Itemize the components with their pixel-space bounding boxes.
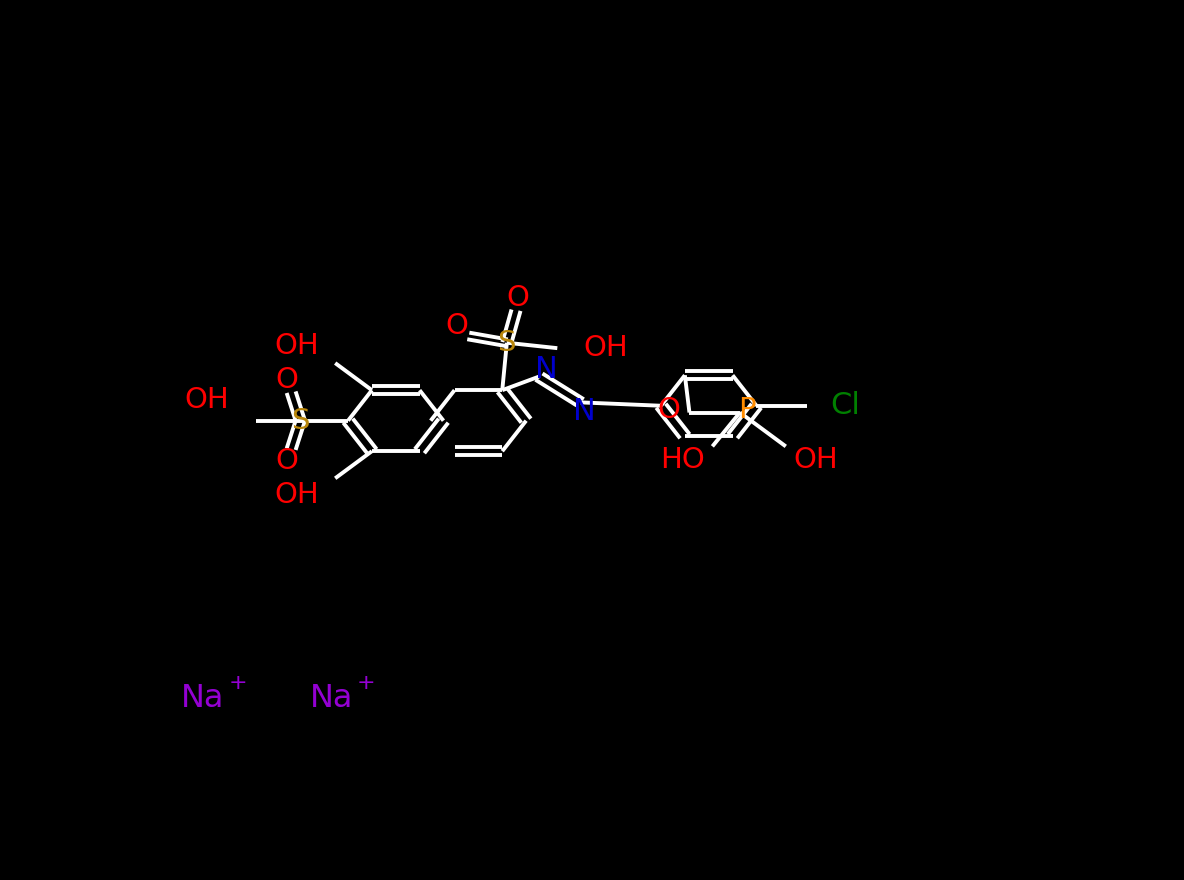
Text: P: P	[739, 397, 757, 424]
Text: O: O	[275, 447, 298, 475]
Text: Na: Na	[181, 683, 225, 714]
Text: OH: OH	[274, 332, 318, 360]
Text: O: O	[507, 284, 529, 312]
Text: Na: Na	[310, 683, 353, 714]
Text: S: S	[291, 407, 309, 435]
Text: S: S	[497, 329, 516, 356]
Text: OH: OH	[184, 386, 229, 414]
Text: OH: OH	[583, 334, 628, 363]
Text: HO: HO	[661, 446, 704, 474]
Text: O: O	[275, 366, 298, 394]
Text: N: N	[573, 398, 597, 426]
Text: O: O	[446, 312, 469, 340]
Text: N: N	[535, 356, 558, 385]
Text: OH: OH	[793, 446, 838, 474]
Text: Cl: Cl	[830, 392, 860, 421]
Text: +: +	[229, 673, 247, 693]
Text: +: +	[358, 673, 375, 693]
Text: O: O	[658, 397, 681, 424]
Text: OH: OH	[274, 481, 318, 510]
